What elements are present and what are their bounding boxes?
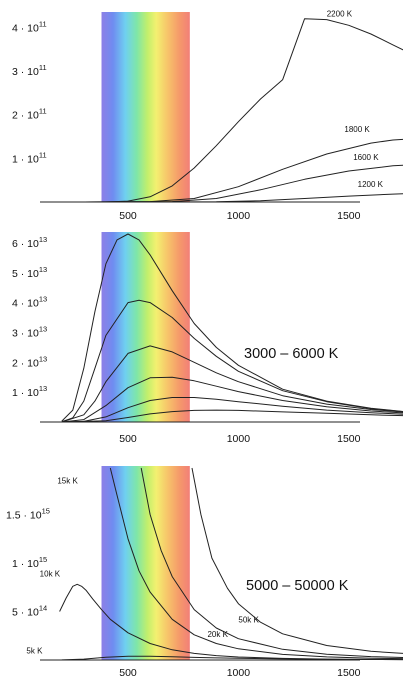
series-labels: 2200 K 1800 K 1600 K 1200 K [327,10,384,190]
series-line [61,655,403,661]
x-tick-label: 1500 [337,210,361,222]
x-tick-label: 500 [119,210,137,222]
series-label: 1600 K [353,153,379,162]
series-line [61,345,403,423]
series-line [191,467,403,654]
visible-spectrum-band [101,232,190,422]
y-tick-label: 1 · 1013 [12,384,47,399]
y-tick-label: 2 · 1013 [12,354,47,369]
series-label: 1200 K [358,180,384,189]
series-line [61,409,403,423]
y-tick-label: 2 · 1011 [12,107,47,122]
y-tick-labels: 1 · 1013 2 · 1013 3 · 1013 4 · 1013 5 · 1013… [12,235,47,399]
x-tick-label: 500 [119,433,137,445]
series-labels: 50k K 20k K 15k K 10k K 5k K [26,476,259,655]
x-tick-label: 1000 [227,667,251,677]
visible-spectrum-band [101,12,190,202]
series-label: 1800 K [344,125,370,134]
x-tick-label: 1000 [227,210,251,222]
y-tick-label: 3 · 1011 [12,63,47,78]
series-label: 2200 K [327,10,353,19]
series-group [59,467,403,661]
y-tick-label: 1 · 1011 [12,150,47,165]
series-line [61,299,403,423]
x-tick-label: 1500 [337,667,361,677]
x-tick-labels: 500100015002000 nm [119,433,361,445]
series-line [83,18,403,203]
series-label: 15k K [57,476,78,485]
series-line [140,467,403,659]
temperature-range-label: 5000 – 50000 K [246,578,349,594]
x-tick-labels: 500100015002000 nm [119,210,361,222]
series-label: 50k K [238,616,259,625]
y-tick-label: 4 · 1011 [12,19,47,34]
series-line [61,397,403,423]
series-group [61,233,403,423]
y-tick-label: 3 · 1013 [12,324,47,339]
y-tick-label: 1.5 · 1015 [6,507,50,522]
y-tick-labels: 5 · 1014 1 · 1015 1.5 · 1015 [6,507,50,619]
x-tick-label: 500 [119,667,137,677]
visible-spectrum-band [101,466,190,660]
x-tick-label: 1000 [227,433,251,445]
y-tick-label: 1 · 1015 [12,555,47,570]
series-line [61,376,403,423]
series-line [83,164,403,203]
y-tick-label: 5 · 1014 [12,604,47,619]
y-tick-label: 4 · 1013 [12,295,47,310]
y-tick-labels: 1 · 1011 2 · 1011 3 · 1011 4 · 1011 [12,19,47,165]
x-tick-labels: 500100015002000 nm [119,667,361,677]
y-tick-label: 5 · 1013 [12,265,47,280]
temperature-range-label: 3000 – 6000 K [244,346,339,362]
series-label: 5k K [26,647,43,656]
series-line [109,467,403,660]
series-line [83,138,403,203]
series-label: 20k K [207,630,228,639]
series-label: 10k K [40,570,61,579]
series-line [61,233,403,422]
x-tick-label: 1500 [337,433,361,445]
y-tick-label: 6 · 1013 [12,235,47,250]
